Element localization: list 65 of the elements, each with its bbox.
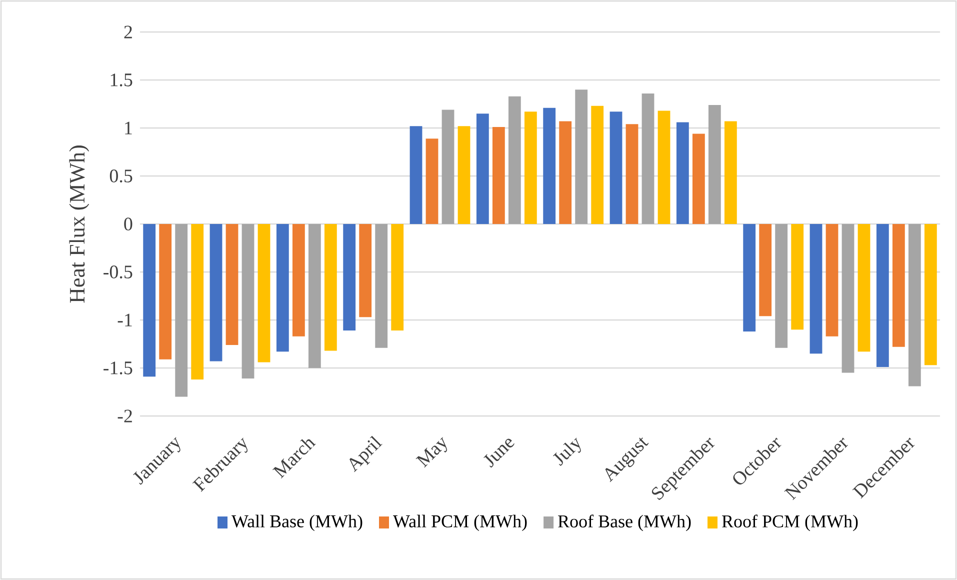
- bar: [892, 224, 905, 347]
- bar: [143, 224, 156, 377]
- x-tick-label: June: [484, 438, 514, 468]
- bar: [708, 104, 721, 224]
- bar: [492, 127, 505, 224]
- y-tick-label: -0.5: [104, 266, 132, 278]
- bar: [908, 224, 921, 386]
- bar: [175, 224, 188, 397]
- bar: [508, 96, 521, 224]
- bar: [791, 224, 804, 330]
- legend-label: Wall Base (MWh): [232, 514, 362, 532]
- bar: [759, 224, 772, 316]
- bar: [876, 224, 889, 368]
- y-tick-label: 0.5: [110, 170, 132, 182]
- bar: [159, 224, 172, 360]
- bar: [591, 106, 604, 224]
- bar: [292, 224, 305, 336]
- bar: [826, 224, 838, 336]
- bar: [575, 90, 588, 224]
- y-tick-label: 1: [125, 122, 132, 134]
- bar: [258, 224, 270, 362]
- y-tick-label: -2: [118, 410, 132, 422]
- y-tick-label: 0: [124, 218, 132, 230]
- bar: [842, 224, 854, 373]
- bar: [858, 224, 870, 352]
- legend-label: Wall PCM (MWh): [393, 514, 527, 532]
- bar: [775, 224, 788, 348]
- bar: [626, 124, 638, 224]
- bar: [210, 224, 222, 362]
- bar: [476, 114, 489, 224]
- bar: [676, 122, 689, 224]
- bar: [458, 126, 470, 224]
- bar: [226, 224, 238, 345]
- bar: [324, 224, 337, 351]
- x-tick-label: May: [416, 437, 447, 468]
- bar: [242, 224, 254, 379]
- y-axis-title: Heat Flux (MWh): [69, 146, 90, 303]
- bar: [810, 224, 822, 354]
- y-tick-label: -1: [118, 314, 132, 326]
- legend-label: Roof Base (MWh): [558, 514, 691, 532]
- bar: [524, 112, 537, 224]
- legend-label: Roof PCM (MWh): [722, 514, 858, 532]
- bar: [359, 224, 372, 318]
- bar: [642, 93, 654, 224]
- bar: [610, 112, 622, 224]
- bar: [724, 121, 737, 224]
- y-tick-label: -1.5: [104, 362, 132, 374]
- bar: [543, 108, 556, 224]
- bar: [410, 126, 422, 224]
- bar: [692, 134, 705, 224]
- bar: [343, 224, 356, 331]
- y-tick-label: 2: [124, 26, 132, 38]
- bar: [391, 224, 404, 331]
- bar: [442, 110, 454, 224]
- bar: [924, 224, 937, 366]
- bar: [743, 224, 756, 332]
- bar: [191, 224, 204, 380]
- bar: [375, 224, 388, 348]
- x-tick-label: July: [552, 438, 581, 466]
- bar: [308, 224, 321, 368]
- bar: [559, 121, 572, 224]
- bar: [426, 138, 438, 224]
- bar: [658, 110, 670, 224]
- bar: [276, 224, 289, 352]
- y-tick-label: 1.5: [110, 74, 132, 86]
